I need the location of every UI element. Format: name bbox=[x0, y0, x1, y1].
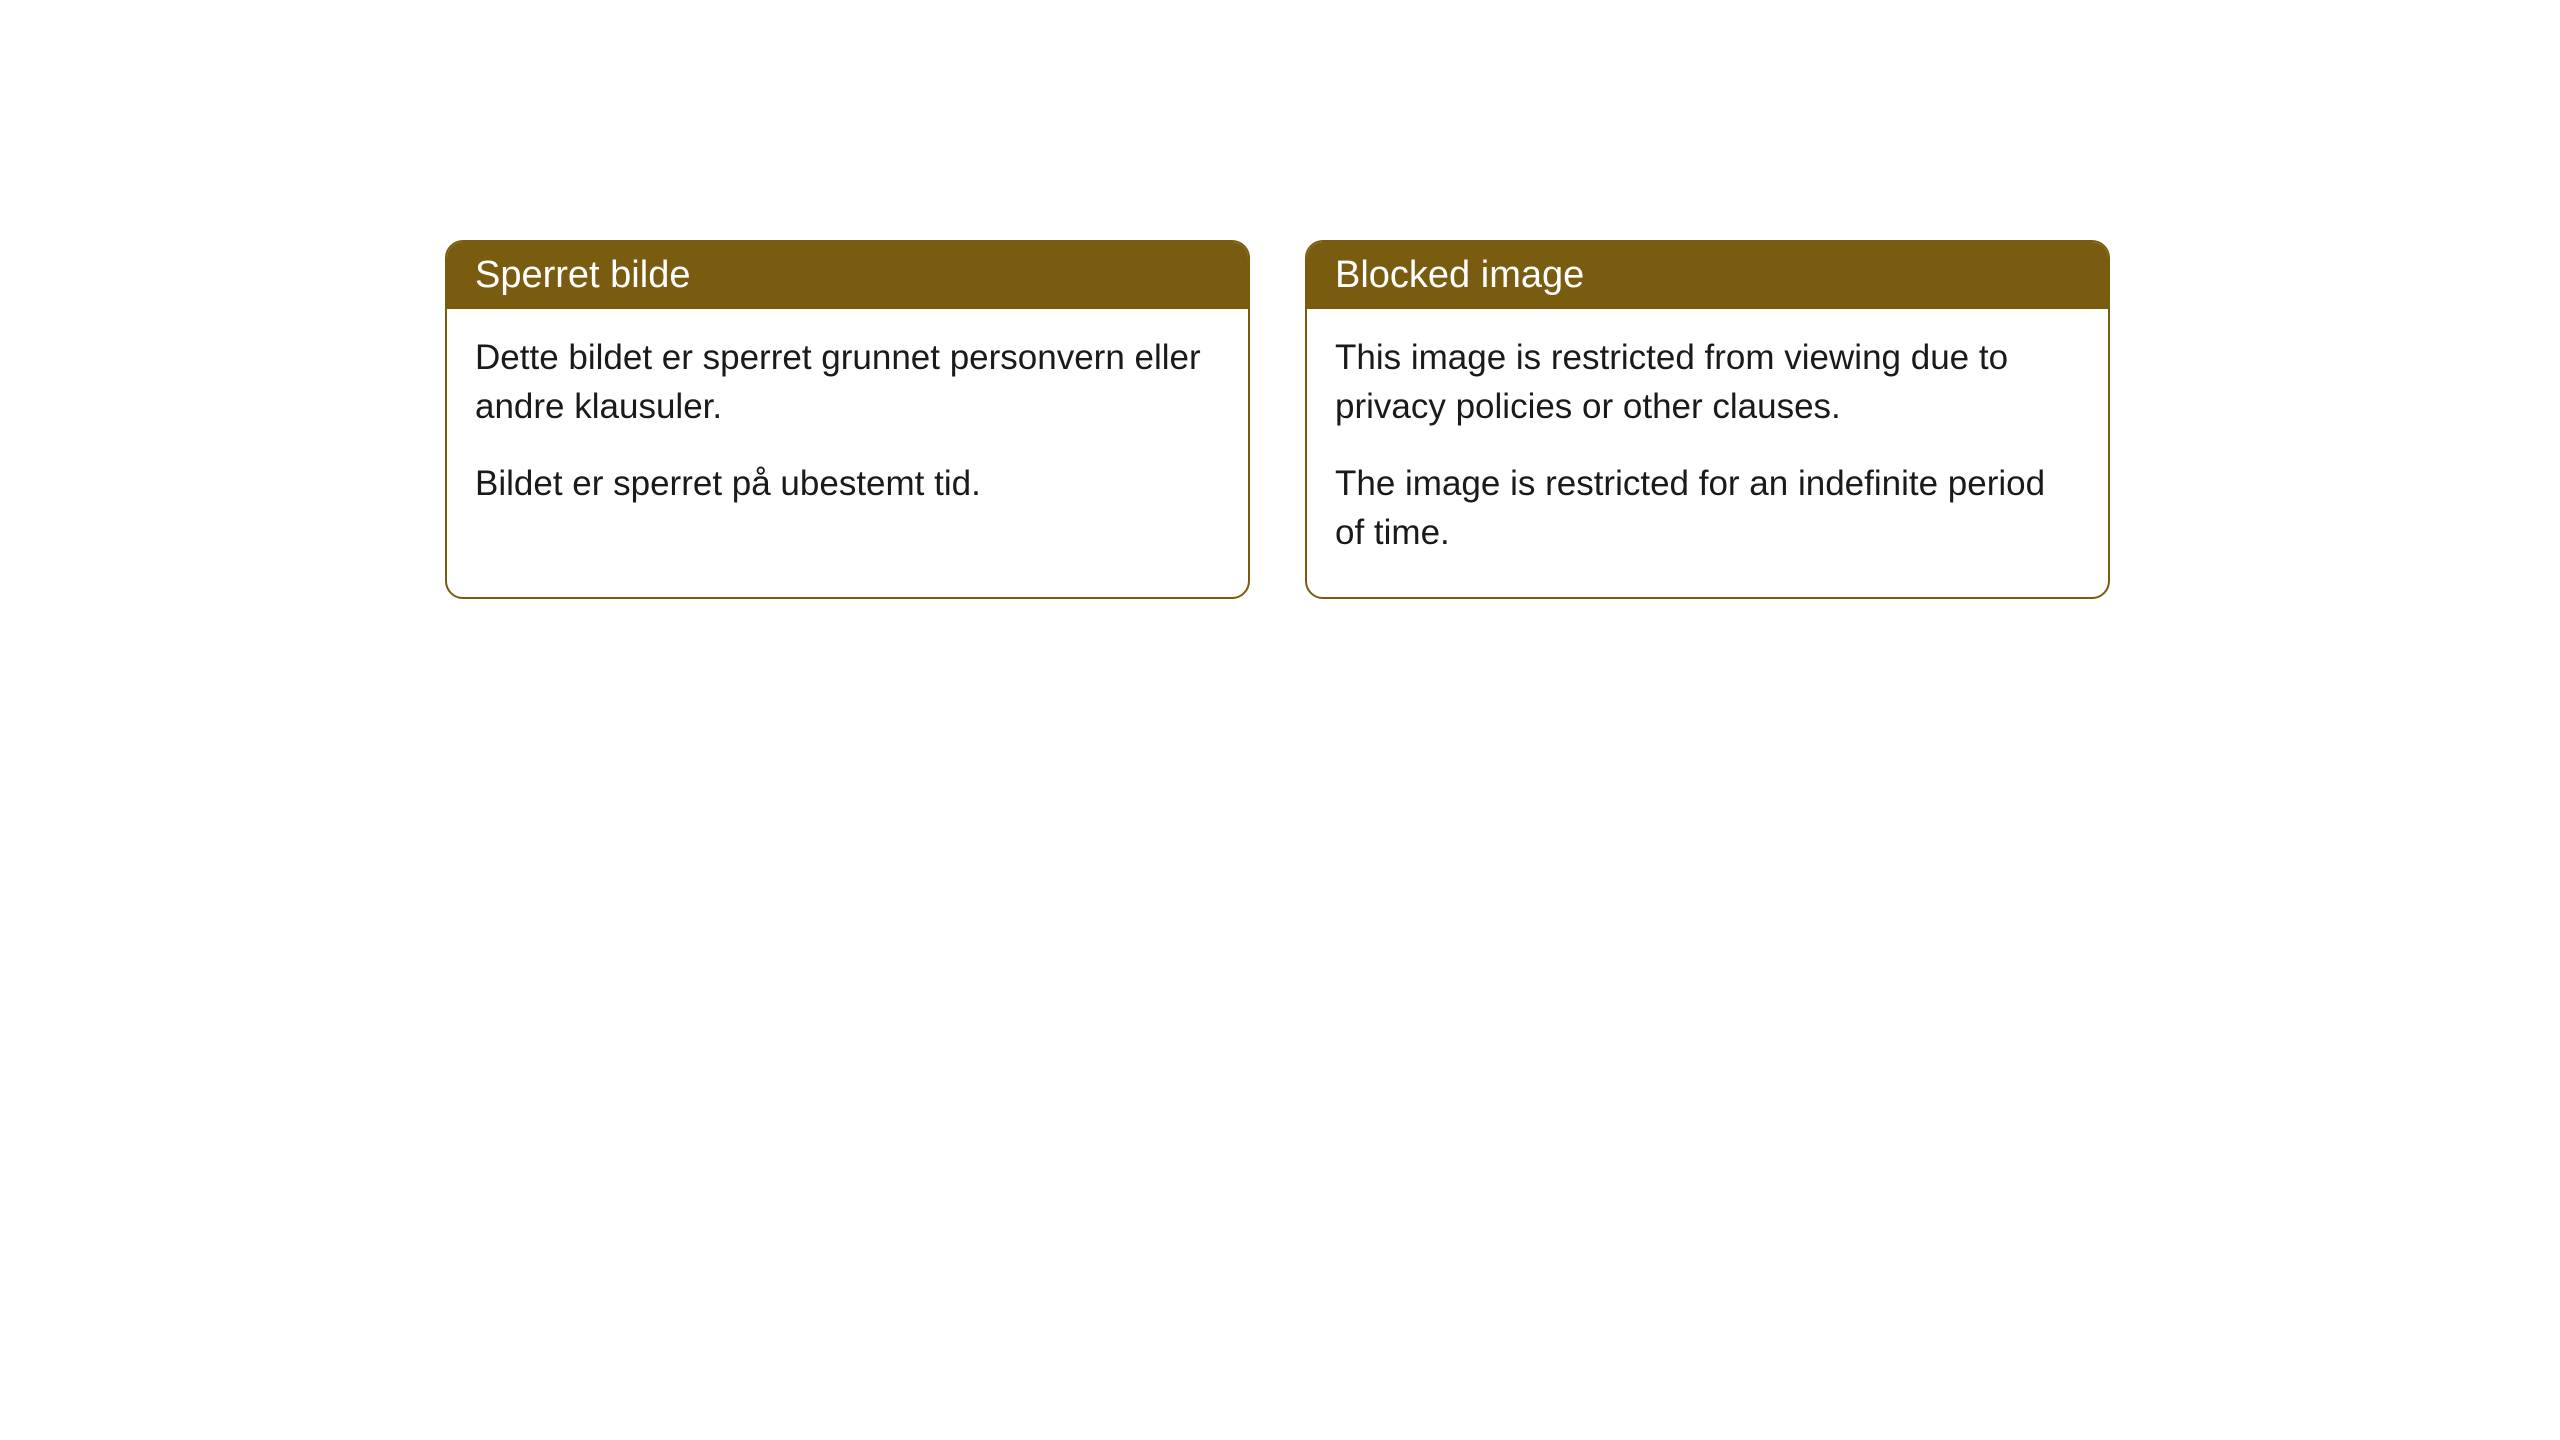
cards-container: Sperret bilde Dette bildet er sperret gr… bbox=[445, 240, 2110, 599]
card-norwegian: Sperret bilde Dette bildet er sperret gr… bbox=[445, 240, 1250, 599]
card-english: Blocked image This image is restricted f… bbox=[1305, 240, 2110, 599]
card-title: Sperret bilde bbox=[475, 254, 690, 296]
card-header-norwegian: Sperret bilde bbox=[447, 242, 1248, 309]
card-paragraph: Dette bildet er sperret grunnet personve… bbox=[475, 333, 1220, 431]
card-header-english: Blocked image bbox=[1307, 242, 2108, 309]
card-body-norwegian: Dette bildet er sperret grunnet personve… bbox=[447, 309, 1248, 548]
card-paragraph: The image is restricted for an indefinit… bbox=[1335, 459, 2080, 557]
card-body-english: This image is restricted from viewing du… bbox=[1307, 309, 2108, 597]
card-title: Blocked image bbox=[1335, 254, 1584, 296]
card-paragraph: This image is restricted from viewing du… bbox=[1335, 333, 2080, 431]
card-paragraph: Bildet er sperret på ubestemt tid. bbox=[475, 459, 1220, 508]
